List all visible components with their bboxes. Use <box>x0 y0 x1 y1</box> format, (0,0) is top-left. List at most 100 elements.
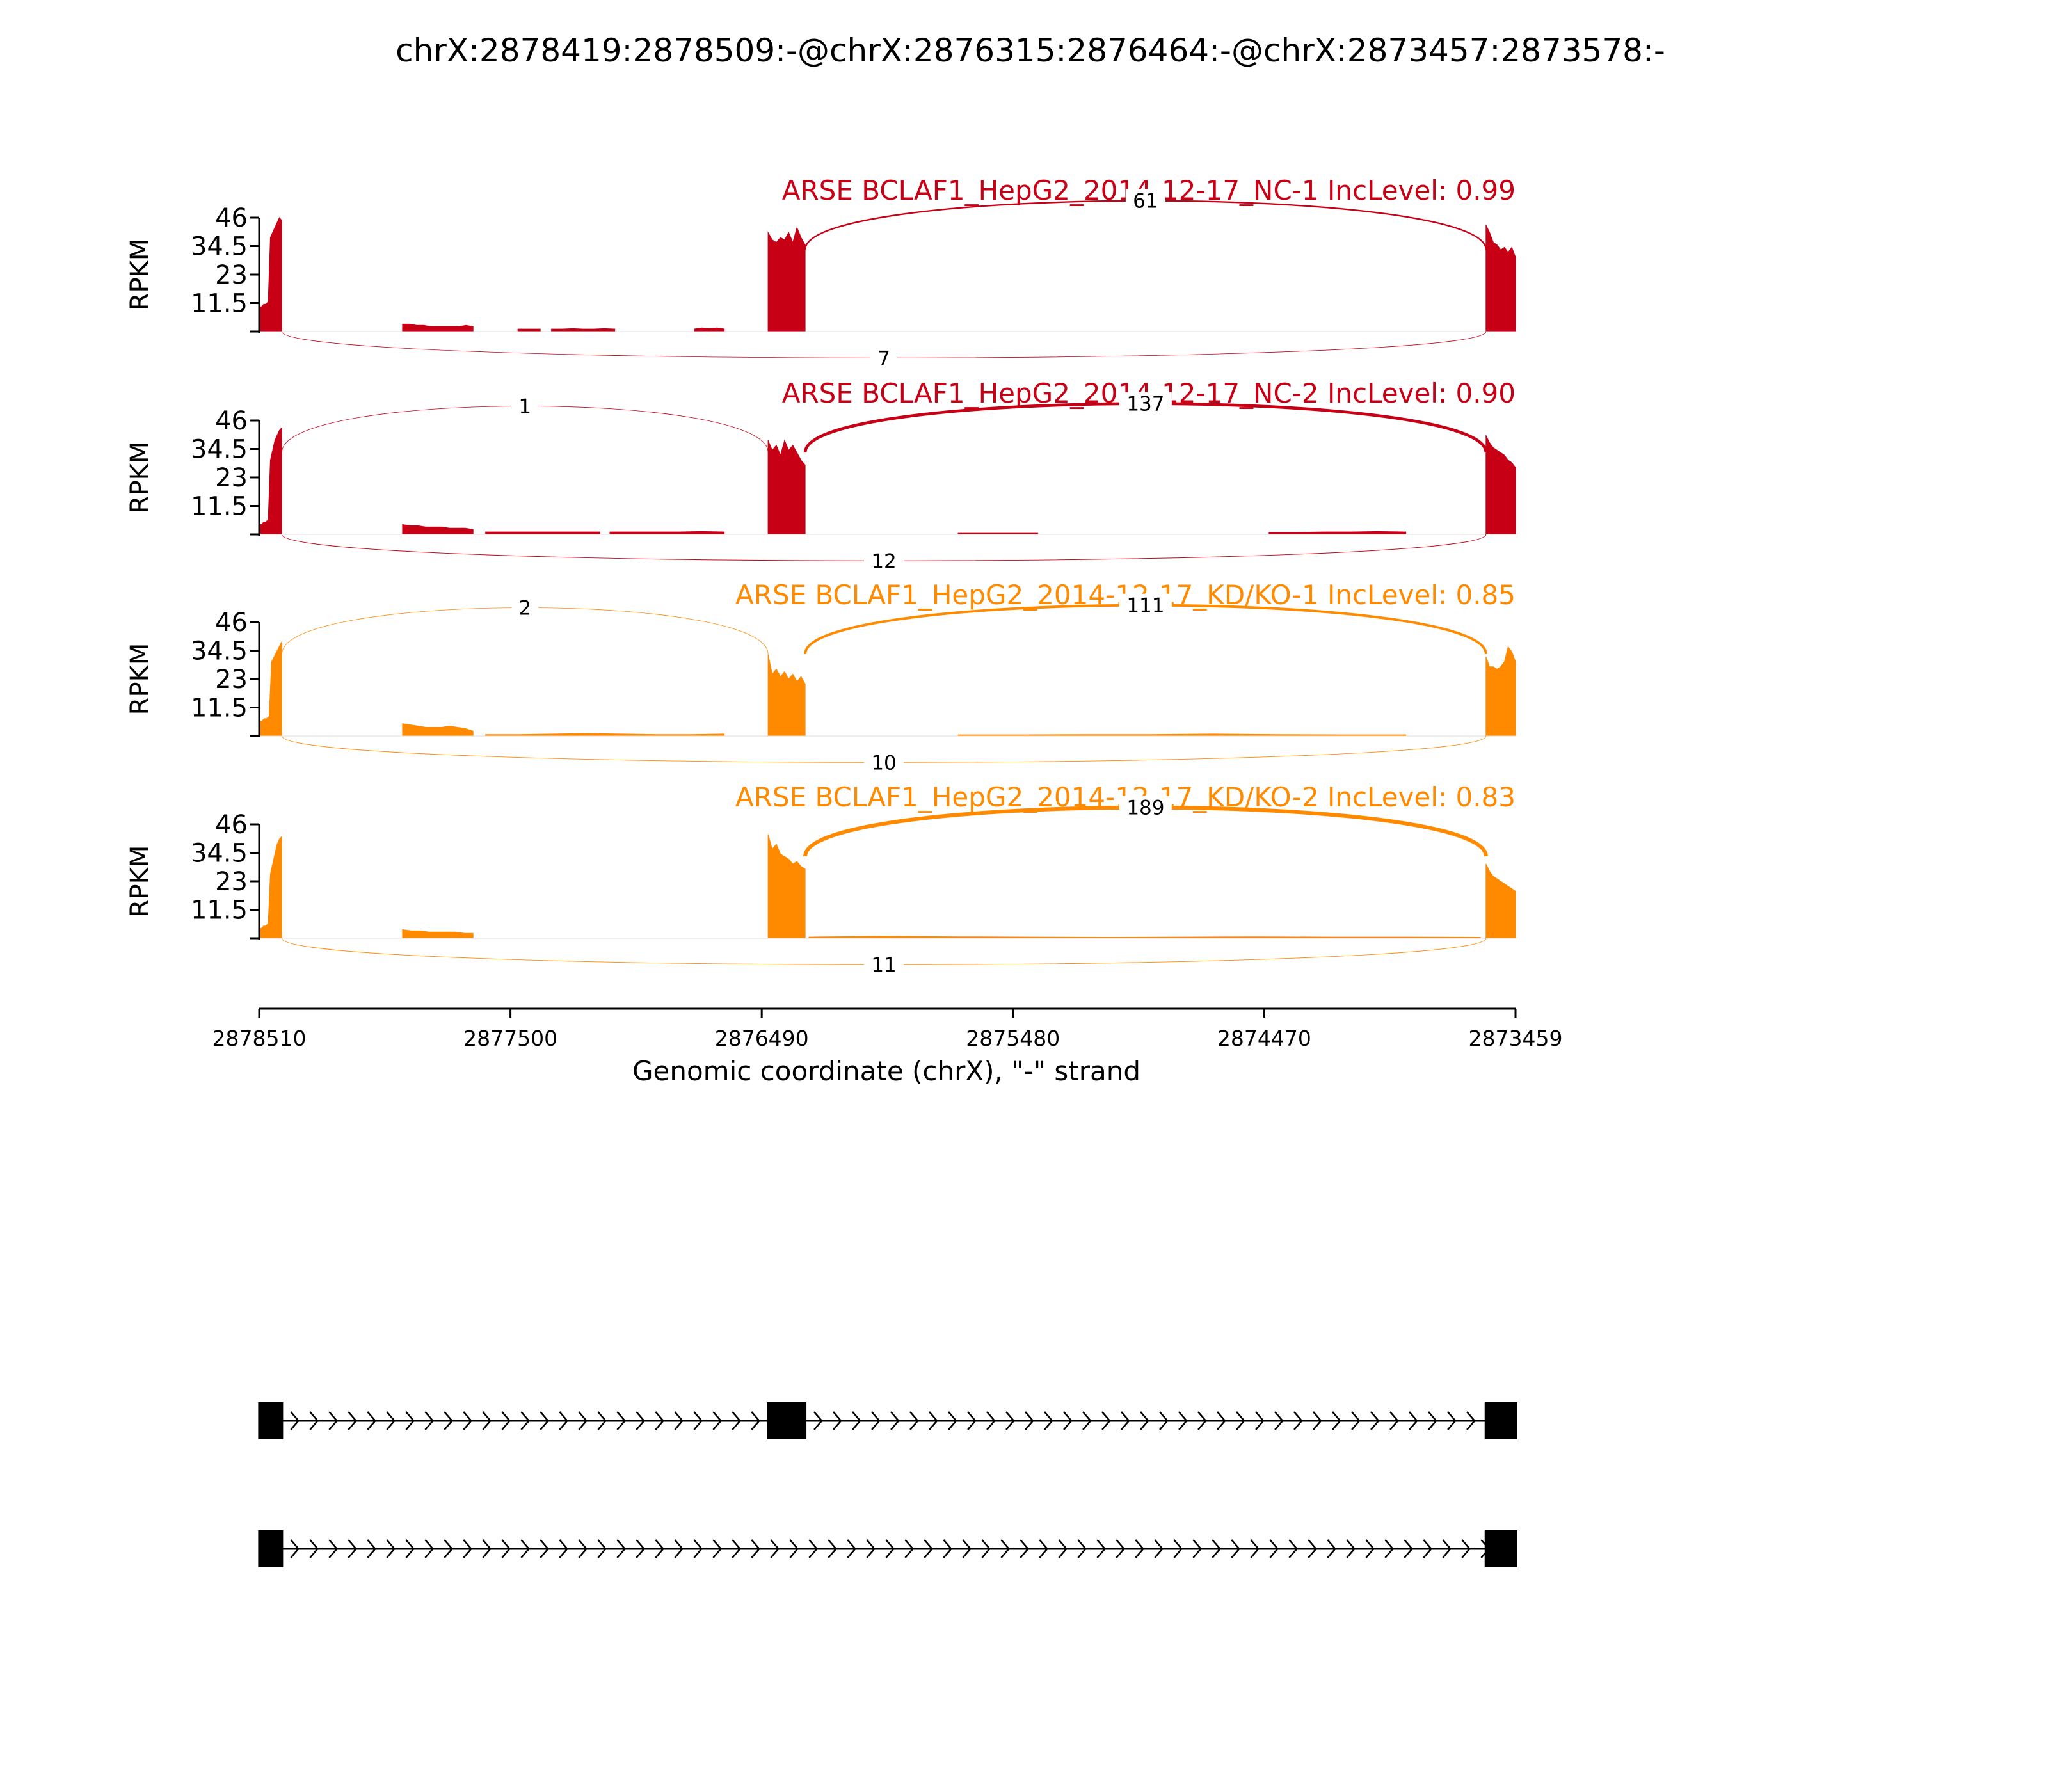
strand-chevron <box>1293 1411 1303 1430</box>
strand-chevron <box>290 1539 300 1558</box>
junction-label-bg <box>1119 796 1172 819</box>
junction-count: 10 <box>871 751 896 774</box>
strand-chevron <box>1466 1411 1476 1430</box>
x-tick-label: 2877500 <box>463 1026 557 1051</box>
coverage-area <box>1485 435 1516 535</box>
coverage-area <box>259 835 282 939</box>
coverage-area <box>808 936 1481 939</box>
strand-chevron <box>967 1411 977 1430</box>
y-tick-label: 23 <box>215 463 248 493</box>
strand-chevron <box>309 1539 319 1558</box>
strand-chevron <box>1389 1411 1399 1430</box>
strand-chevron <box>789 1539 799 1558</box>
strand-chevron <box>1351 1411 1361 1430</box>
strand-chevron <box>1332 1411 1341 1430</box>
strand-chevron <box>1404 1539 1414 1558</box>
coverage-area <box>767 226 806 332</box>
x-tick-label: 2873459 <box>1469 1026 1563 1051</box>
strand-chevron <box>1173 1539 1183 1558</box>
y-tick-label: 34.5 <box>191 839 248 868</box>
strand-chevron <box>328 1539 339 1558</box>
strand-chevron <box>885 1539 895 1558</box>
strand-chevron <box>1025 1411 1034 1430</box>
strand-chevron <box>482 1411 492 1430</box>
junction-label-bg <box>1125 189 1165 212</box>
strand-chevron <box>712 1411 723 1430</box>
strand-chevron <box>1313 1411 1322 1430</box>
genomic-x-axis: 2878510 2877500 2876490 2875480 2874470 28734… <box>212 1007 1563 1051</box>
coverage-area <box>402 929 474 939</box>
strand-chevron <box>520 1411 531 1430</box>
strand-chevron <box>444 1539 454 1558</box>
y-tick-label: 11.5 <box>191 694 248 723</box>
strand-chevron <box>871 1411 881 1430</box>
strand-chevron <box>520 1539 531 1558</box>
strand-chevron <box>1063 1411 1073 1430</box>
strand-chevron <box>833 1411 842 1430</box>
strand-chevron <box>1044 1411 1053 1430</box>
coverage-area <box>1485 646 1516 737</box>
junction-label-bg <box>864 549 904 573</box>
strand-chevron <box>540 1539 550 1558</box>
strand-chevron <box>424 1539 435 1558</box>
strand-chevron <box>674 1539 684 1558</box>
strand-chevron <box>386 1539 396 1558</box>
strand-chevron <box>948 1411 957 1430</box>
strand-chevron <box>1409 1411 1418 1430</box>
strand-chevron <box>962 1539 972 1558</box>
y-tick-label: 46 <box>215 406 248 436</box>
strand-chevron <box>1212 1539 1222 1558</box>
strand-chevron <box>367 1539 377 1558</box>
strand-chevron <box>1327 1539 1337 1558</box>
strand-chevron <box>1116 1539 1126 1558</box>
y-tick-label: 34.5 <box>191 435 248 465</box>
y-tick-label: 23 <box>215 665 248 694</box>
strand-chevron <box>1461 1539 1471 1558</box>
strand-chevron <box>290 1411 300 1430</box>
y-tick-label: 11.5 <box>191 896 248 925</box>
strand-chevron <box>1082 1411 1092 1430</box>
y-tick-label: 34.5 <box>191 637 248 666</box>
isoform-track <box>258 1530 1517 1567</box>
strand-chevron <box>636 1539 646 1558</box>
junction-count: 61 <box>1133 190 1158 213</box>
strand-chevron <box>1217 1411 1226 1430</box>
y-axis-label: RPKM <box>125 442 155 514</box>
strand-chevron <box>1197 1411 1207 1430</box>
strand-chevron <box>674 1411 684 1430</box>
coverage-area <box>767 439 806 535</box>
exon-block <box>1484 1530 1517 1567</box>
y-tick-label: 23 <box>215 260 248 290</box>
y-axis-label: RPKM <box>125 845 155 918</box>
strand-chevron <box>1423 1539 1433 1558</box>
strand-chevron <box>981 1539 991 1558</box>
strand-chevron <box>367 1411 377 1430</box>
y-tick-label: 46 <box>215 810 248 840</box>
strand-chevron <box>1154 1539 1164 1558</box>
isoform-track <box>258 1402 1517 1439</box>
junction-count: 12 <box>871 550 896 573</box>
y-tick-label: 46 <box>215 608 248 637</box>
junction-count: 111 <box>1126 595 1164 618</box>
junction-count: 1 <box>518 396 531 419</box>
strand-chevron <box>1135 1539 1145 1558</box>
strand-chevron <box>540 1411 550 1430</box>
exon-block <box>258 1402 284 1439</box>
strand-chevron <box>712 1539 723 1558</box>
x-tick-label: 2874470 <box>1217 1026 1311 1051</box>
strand-chevron <box>348 1411 358 1430</box>
strand-chevron <box>1428 1411 1437 1430</box>
y-tick-label: 11.5 <box>191 492 248 522</box>
x-tick-label: 2876490 <box>715 1026 809 1051</box>
strand-chevron <box>1346 1539 1356 1558</box>
strand-chevron <box>909 1411 919 1430</box>
y-tick-label: 46 <box>215 204 248 233</box>
coverage-area <box>1485 225 1516 332</box>
strand-chevron <box>770 1539 780 1558</box>
junction-count: 2 <box>518 597 531 620</box>
strand-chevron <box>943 1539 953 1558</box>
strand-chevron <box>890 1411 900 1430</box>
strand-chevron <box>1020 1539 1030 1558</box>
strand-chevron <box>693 1411 703 1430</box>
